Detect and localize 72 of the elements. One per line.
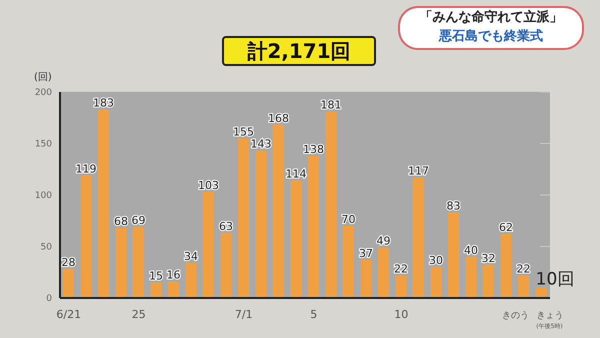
data-label: 32 bbox=[482, 252, 496, 266]
bar bbox=[150, 282, 162, 298]
data-label: 138 bbox=[303, 142, 324, 156]
data-label: 22 bbox=[516, 262, 530, 276]
data-label: 49 bbox=[376, 234, 390, 248]
x-tick-label: 6/21 bbox=[56, 308, 82, 321]
y-tick-label: 150 bbox=[34, 140, 52, 150]
data-label: 117 bbox=[408, 164, 429, 178]
data-label: 28 bbox=[62, 256, 76, 270]
y-tick-label: 200 bbox=[34, 88, 52, 98]
bar bbox=[308, 156, 319, 298]
bar bbox=[536, 288, 546, 298]
y-axis-title: (回) bbox=[34, 71, 52, 84]
bar bbox=[133, 226, 144, 298]
bar bbox=[518, 275, 529, 298]
y-tick-label: 50 bbox=[40, 242, 52, 253]
bar bbox=[448, 212, 459, 298]
data-label: 183 bbox=[93, 96, 114, 110]
data-label: 114 bbox=[286, 168, 306, 181]
data-label: 30 bbox=[429, 254, 443, 268]
text: 悪石島でも終業式 bbox=[438, 28, 544, 46]
data-label: 16 bbox=[166, 268, 180, 282]
data-label: 40 bbox=[464, 244, 478, 257]
x-tick-label: 25 bbox=[132, 308, 146, 321]
bar bbox=[290, 180, 302, 298]
bar bbox=[466, 256, 476, 298]
text: 「みんな命守れて立派」 bbox=[418, 8, 564, 27]
bar bbox=[360, 260, 372, 298]
chart-title: 計2,171回 bbox=[222, 36, 376, 66]
x-tick-label: 10 bbox=[394, 308, 408, 321]
data-label: 168 bbox=[268, 112, 289, 125]
bar bbox=[168, 282, 179, 298]
y-tick-label: 100 bbox=[34, 191, 52, 202]
bar bbox=[343, 226, 354, 298]
bar bbox=[483, 265, 494, 298]
bar bbox=[430, 267, 442, 298]
data-label: 70 bbox=[342, 212, 356, 226]
x-tick-label: きのう bbox=[502, 311, 529, 321]
data-label: 143 bbox=[250, 138, 272, 151]
data-label: 37 bbox=[359, 246, 373, 260]
bar bbox=[273, 124, 284, 298]
x-tick-label: 5 bbox=[310, 308, 318, 321]
data-label: 103 bbox=[198, 178, 219, 192]
data-label: 62 bbox=[499, 221, 513, 234]
bar bbox=[63, 269, 74, 298]
data-label: 119 bbox=[76, 162, 96, 176]
bar bbox=[256, 150, 266, 298]
data-label: 155 bbox=[233, 125, 254, 138]
bar bbox=[116, 228, 126, 298]
x-tick-label: 7/1 bbox=[234, 308, 253, 321]
bar bbox=[396, 275, 406, 298]
data-label: 63 bbox=[219, 220, 233, 234]
bar bbox=[220, 233, 232, 298]
bar bbox=[326, 112, 336, 298]
data-label: 10回 bbox=[536, 270, 574, 290]
bar bbox=[413, 177, 424, 298]
data-label: 181 bbox=[320, 98, 342, 112]
data-label: 15 bbox=[149, 270, 163, 283]
bar bbox=[500, 234, 512, 298]
bar bbox=[203, 192, 214, 298]
data-label: 34 bbox=[184, 250, 198, 263]
y-tick-label: 0 bbox=[46, 294, 52, 304]
bar bbox=[378, 248, 389, 298]
data-label: 83 bbox=[446, 200, 460, 213]
bar bbox=[98, 110, 109, 298]
data-label: 69 bbox=[132, 214, 146, 227]
data-label: 22 bbox=[394, 262, 408, 276]
bar bbox=[238, 138, 249, 298]
bar bbox=[186, 262, 196, 298]
data-label: 68 bbox=[114, 214, 128, 228]
bar bbox=[80, 175, 92, 298]
x-tick-label: きょう (午後5時) bbox=[536, 311, 564, 330]
